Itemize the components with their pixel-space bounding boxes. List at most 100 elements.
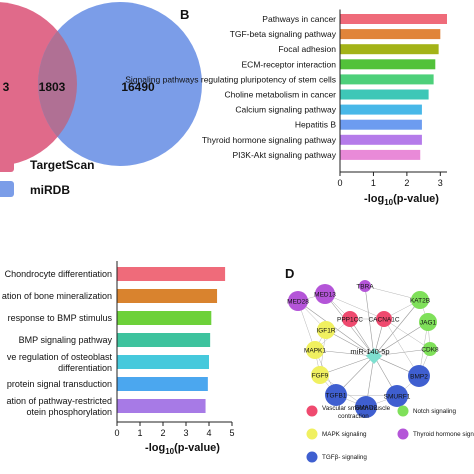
panel-label-b: B (180, 7, 189, 22)
network-edge (364, 285, 421, 301)
legend-marker (306, 428, 318, 440)
x-axis-title-part: -log (145, 442, 165, 454)
x-tick-label: 4 (206, 428, 211, 438)
network-node-bmp2 (408, 365, 430, 387)
legend-label-line: Vascular smooth muscle (322, 405, 391, 412)
category-label-line: Calcium signaling pathway (235, 105, 336, 115)
x-axis-title: -log10(p-value) (145, 442, 220, 456)
x-axis-title-part: -log (364, 193, 384, 205)
category-label-line: response to BMP stimulus (8, 313, 113, 323)
category-label-line: Thyroid hormone signaling pathway (202, 135, 337, 145)
bar-2 (340, 29, 441, 40)
legend-marker (306, 451, 318, 463)
x-axis-title: -log10(p-value) (364, 193, 439, 207)
legend-marker (306, 405, 318, 417)
category-label: Thyroid hormone signaling pathway (202, 135, 337, 145)
bar-6 (117, 377, 208, 391)
network-node-tgfb1 (325, 384, 347, 406)
category-label-line: Pathways in cancer (262, 14, 336, 24)
network-node-label: BMP2 (410, 374, 428, 381)
x-tick-label: 5 (229, 428, 234, 438)
bar-7 (117, 399, 206, 413)
category-label-line: PI3K-Akt signaling pathway (233, 150, 337, 160)
category-label: Signaling pathways regulating pluripoten… (125, 74, 336, 84)
venn-legend-label-mirdb: miRDB (30, 183, 70, 197)
category-label-line: protein signal transduction (7, 379, 112, 389)
category-label: PI3K-Akt signaling pathway (233, 150, 337, 160)
category-label-line: Focal adhesion (278, 44, 336, 54)
network-node-label: JAG1 (420, 320, 437, 327)
network-edge (324, 293, 385, 320)
network-node-cdk8 (423, 342, 437, 356)
legend-label: TGFβ- signaling (322, 454, 367, 461)
network-edge (373, 348, 431, 357)
category-label: Pathways in cancer (262, 14, 336, 24)
network-node-label: PPP1CC (337, 317, 363, 324)
network-node-label: IGF1R (316, 328, 335, 335)
network-node-label: MED13 (314, 292, 336, 299)
category-label: TGF-beta signaling pathway (230, 29, 337, 39)
network-edge (325, 329, 375, 357)
venn-only-mirdb: 16490 (121, 80, 155, 94)
network-node-tbra (359, 280, 371, 292)
venn-legend-swatch-mirdb (0, 181, 14, 197)
network-node-label: CDK8 (421, 347, 439, 354)
x-tick-label: 0 (337, 178, 342, 188)
category-label-line: TGF-beta signaling pathway (230, 29, 337, 39)
bar-6 (340, 89, 429, 100)
x-tick-label: 2 (160, 428, 165, 438)
legend-label: Vascular smooth muscle contraction (322, 405, 391, 420)
category-label-line: Choline metabolism in cancer (225, 90, 337, 100)
network-node-label: CACNA1C (368, 317, 399, 324)
network-node-med13 (315, 284, 335, 304)
network-legend: Vascular smooth muscle contraction Notch s… (306, 405, 474, 463)
network-edge (319, 355, 375, 376)
venn-set-mirdb (38, 2, 202, 166)
network-node-label: SMAD2 (355, 405, 378, 412)
x-axis-title-subscript: 10 (384, 198, 393, 207)
venn-intersection: 1803 (39, 80, 66, 94)
bar-4 (117, 333, 211, 347)
network-node-mapk1 (306, 341, 324, 359)
network-node-label: TGFB1 (326, 393, 347, 400)
category-label-line: ECM-receptor interaction (242, 59, 337, 69)
x-tick-label: 2 (404, 178, 409, 188)
network-node-smurf1 (386, 385, 408, 407)
legend-label: Notch signaling (413, 408, 457, 415)
network-node-cacna1c (376, 311, 392, 327)
x-tick-label: 1 (371, 178, 376, 188)
network-edge (383, 318, 420, 377)
x-axis-title-subscript: 10 (165, 447, 174, 456)
category-label-line: ation of bone mineralization (2, 291, 112, 301)
bar-chart-c: Chondrocyte differentiation ation of bone… (2, 261, 235, 456)
category-label: Chondrocyte differentiation (5, 269, 112, 279)
bar-8 (340, 119, 422, 130)
category-label: ation of bone mineralization (2, 291, 112, 301)
network-center-label: miR-140-5p (350, 347, 389, 356)
bar-9 (340, 134, 422, 145)
category-label: ation of pathway-restricted otein phospho… (6, 396, 112, 417)
network-node-label: TBRA (356, 284, 374, 291)
x-axis-title-part: (p-value) (393, 193, 439, 205)
category-label: ve regulation of osteoblast differentiati… (7, 352, 113, 373)
x-tick-label: 1 (137, 428, 142, 438)
network-node-label: FGF9 (312, 373, 329, 380)
legend-label: Thyroid hormone signal (413, 431, 474, 438)
bar-10 (340, 149, 421, 160)
network-edge (373, 299, 421, 357)
network-node-label: SMURF1 (384, 394, 411, 401)
network-node-label: KAT2B (410, 298, 430, 305)
network-edge (364, 285, 375, 357)
bar-3 (117, 311, 212, 325)
bar-5 (340, 74, 434, 85)
category-label-line: ve regulation of osteoblast (7, 352, 113, 362)
bar-1 (117, 267, 226, 281)
category-label-line: otein phosphorylation (26, 407, 112, 417)
bar-5 (117, 355, 209, 369)
category-label-line: Signaling pathways regulating pluripoten… (125, 74, 336, 84)
legend-label: MAPK signaling (322, 431, 367, 438)
network-node-smad2 (355, 396, 377, 418)
network-edge (314, 349, 375, 357)
network-edge (383, 318, 431, 350)
category-label: response to BMP stimulus (8, 313, 113, 323)
